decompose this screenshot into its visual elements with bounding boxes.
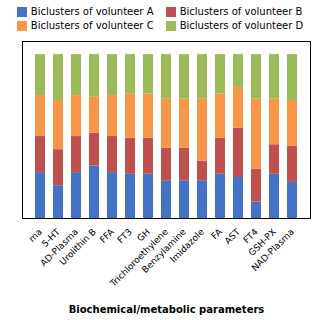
svg-text:FT4: FT4 <box>241 226 260 246</box>
svg-text:FT3: FT3 <box>115 227 134 246</box>
svg-text:Trichloroethylene: Trichloroethylene <box>108 226 170 289</box>
svg-text:ma: ma <box>26 226 44 244</box>
svg-text:AST: AST <box>223 226 243 246</box>
svg-text:FA: FA <box>209 226 224 242</box>
svg-text:AD-Plasma: AD-Plasma <box>38 226 80 269</box>
svg-text:Benzylamine: Benzylamine <box>139 226 188 275</box>
html-text:Biclusters of volunteer C: Biclusters of volunteer C <box>30 20 154 31</box>
html-text:Biclusters of volunteer B: Biclusters of volunteer B <box>179 6 303 17</box>
svg-text:GSH-PX: GSH-PX <box>246 226 278 258</box>
svg-text:Urolithin B: Urolithin B <box>58 227 98 267</box>
svg-text:FFA: FFA <box>98 226 117 245</box>
svg-text:Imidazole: Imidazole <box>168 226 206 264</box>
html-text:Biclusters of volunteer A: Biclusters of volunteer A <box>30 6 154 17</box>
svg-text:5-HT: 5-HT <box>39 226 62 249</box>
svg-text:GH: GH <box>135 226 152 244</box>
html-text:Biclusters of volunteer D: Biclusters of volunteer D <box>179 20 304 31</box>
svg-text:Biochemical/metabolic paramete: Biochemical/metabolic parameters <box>69 304 265 315</box>
svg-text:NAD-Plasma: NAD-Plasma <box>250 227 296 273</box>
